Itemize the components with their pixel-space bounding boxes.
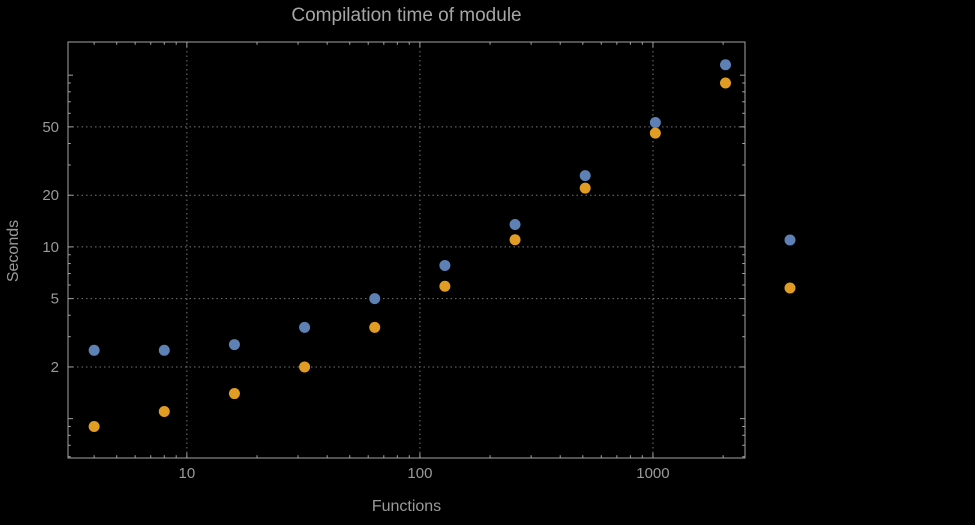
data-point [299,321,311,333]
x-axis-label: Functions [371,498,442,515]
chart-title: Compilation time of module [291,5,522,26]
data-point [649,117,661,129]
data-point [299,361,311,373]
y-tick-label: 5 [51,291,59,308]
x-tick-label: 100 [407,465,432,482]
data-point [509,234,521,246]
data-point [228,339,240,351]
data-point [439,259,451,271]
y-tick-label: 50 [42,119,59,136]
legend-marker [784,282,796,294]
data-point [369,321,381,333]
y-tick-label: 2 [51,359,59,376]
y-axis-label: Seconds [5,219,22,283]
y-tick-label: 10 [42,239,59,256]
data-point [720,77,732,89]
plot-frame [67,41,746,459]
data-point [649,127,661,139]
data-point [720,59,732,71]
data-point [228,388,240,400]
legend-marker [784,234,796,246]
data-point [88,421,100,433]
data-point [439,280,451,292]
data-point [158,344,170,356]
x-tick-label: 10 [179,465,196,482]
data-point [369,293,381,305]
data-point [509,219,521,231]
data-point [579,170,591,182]
data-point [158,406,170,418]
y-tick-label: 20 [42,187,59,204]
x-tick-label: 1000 [636,465,669,482]
data-point [579,182,591,194]
data-point [88,344,100,356]
